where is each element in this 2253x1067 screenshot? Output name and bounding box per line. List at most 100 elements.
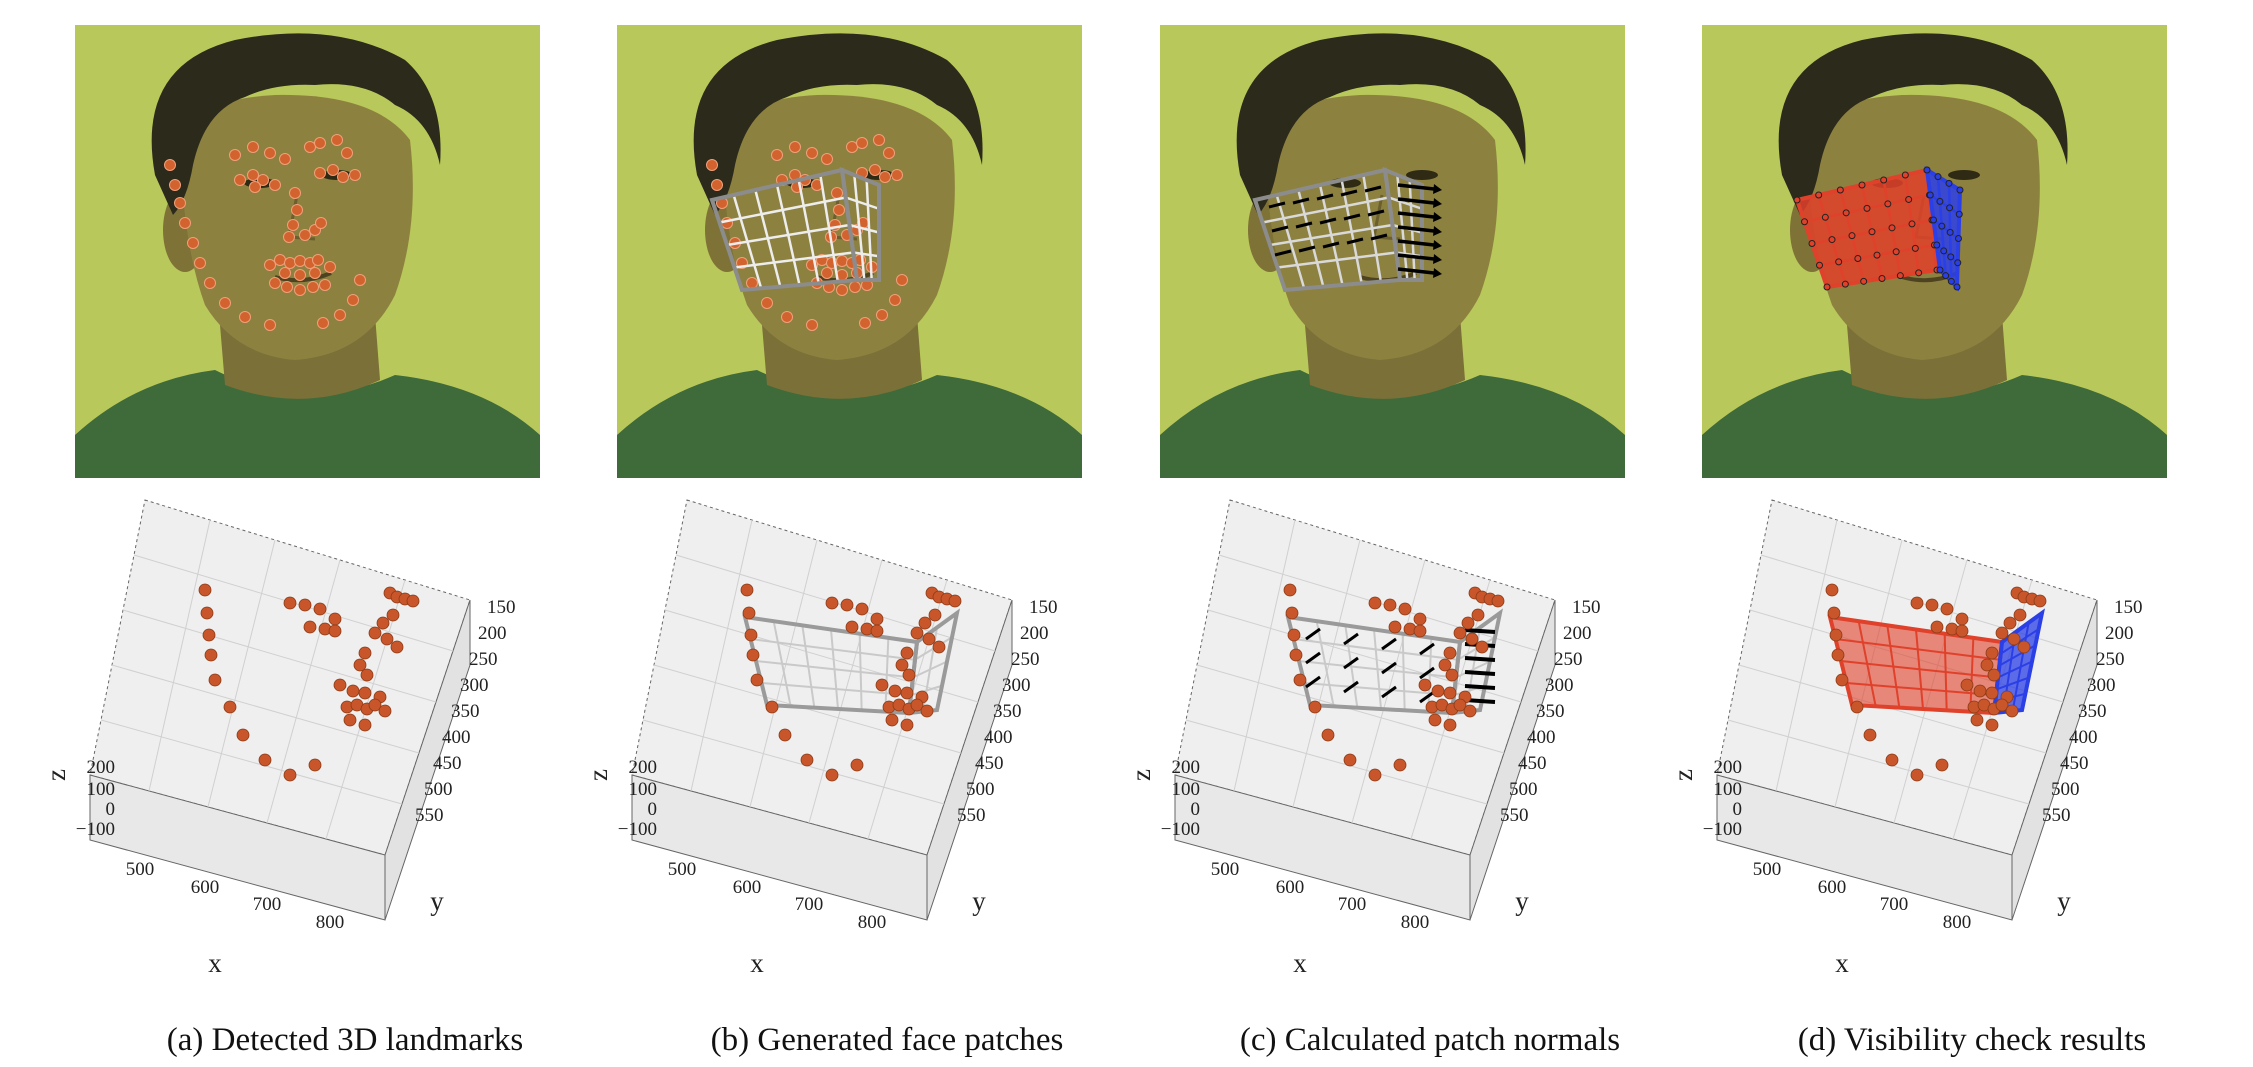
landmark-point: [1413, 612, 1427, 626]
landmark-dot: [274, 254, 286, 266]
caption: (c) Calculated patch normals: [1239, 1022, 1621, 1058]
landmark-point: [765, 700, 779, 714]
z-tick-label: 0: [648, 799, 658, 820]
hair: [1778, 33, 2068, 216]
vertex-dot: [1793, 196, 1801, 204]
grid-line: [1935, 244, 1959, 264]
normal-3d-plot: 200 100 0 −100 500 600 700 800 150 200 250 300 350 40…: [1126, 485, 1700, 1015]
vertex-dot: [1938, 222, 1946, 230]
landmark-point: [1443, 718, 1457, 732]
mesh-line: [912, 660, 948, 679]
landmark-dot: [896, 274, 908, 286]
normal-arrow: [1464, 684, 1496, 690]
visible-patch: [1793, 166, 1941, 291]
normal-arrow: [1397, 183, 1435, 191]
normal-arrow: [1464, 656, 1496, 662]
landmark-dot: [869, 164, 881, 176]
y-tick-label: 200: [478, 623, 507, 644]
panel-a: 200 100 0 −100 500 600 700 800 150 200 250 300 350 40…: [41, 0, 575, 1067]
panel-d: 200 100 0 −100 500 600 700 800 150 200 250 300 350 40…: [1668, 0, 2202, 1067]
grid-line: [148, 519, 211, 792]
vertex-dot: [1863, 204, 1871, 212]
landmark-point: [1443, 686, 1457, 700]
patch-border: [839, 166, 881, 282]
vertex-dot: [1947, 253, 1955, 261]
mesh-line: [1304, 682, 1455, 697]
landmark-dot: [347, 294, 359, 306]
hoodie: [1160, 370, 1625, 478]
y-tick-label: 150: [1029, 597, 1058, 618]
normal-arrow: [1268, 201, 1286, 209]
landmark-dot: [354, 274, 366, 286]
landmark-dot: [269, 277, 281, 289]
landmark-point: [870, 612, 884, 626]
vertex-dot: [1955, 210, 1963, 218]
landmark-point: [358, 718, 372, 732]
normal-arrow: [1343, 656, 1359, 670]
grid-line: [845, 196, 880, 210]
x-tick-label: 700: [253, 894, 282, 915]
landmark-dot: [846, 141, 858, 153]
landmark-point: [900, 646, 914, 660]
landmark-point: [922, 632, 936, 646]
mesh-line: [1835, 638, 2001, 661]
y-tick-label: 150: [2114, 597, 2143, 618]
mesh-line: [910, 684, 943, 697]
vertex-dot: [1930, 216, 1937, 224]
landmark-point: [1465, 632, 1479, 646]
landmark-dot: [264, 147, 276, 159]
z-axis-label: z: [1126, 769, 1156, 781]
landmark-dot: [257, 174, 269, 186]
plot-svg: 2001000−10050060070080015020025030035040…: [41, 499, 516, 978]
landmark-point: [298, 598, 312, 612]
landmark-dot: [204, 277, 216, 289]
landmark-dot: [327, 164, 339, 176]
landmark-point: [744, 628, 758, 642]
landmark-dot: [294, 284, 306, 296]
landmark-point: [928, 608, 942, 622]
landmark-point: [1383, 598, 1397, 612]
vertex-dot: [1821, 213, 1829, 221]
normal-arrowhead: [1433, 198, 1442, 208]
hair: [693, 33, 983, 216]
photo-svg: [617, 25, 1082, 478]
patch-3d-plot: 200 100 0 −100 500 600 700 800 150 200 250 300 350 40…: [583, 485, 1157, 1015]
landmark-point: [1987, 668, 2001, 682]
z-tick-label: −100: [618, 819, 657, 840]
landmark-point: [236, 728, 250, 742]
landmark-dot: [279, 153, 291, 165]
grid-line: [1233, 519, 1296, 792]
y-axis-label: y: [972, 886, 986, 916]
landmark-dot: [836, 284, 848, 296]
vertex-dot: [1892, 248, 1900, 256]
y-tick-label: 400: [2069, 727, 2098, 748]
y-tick-label: 500: [966, 779, 995, 800]
vertex-dot: [1923, 166, 1931, 174]
vertex-dot: [1884, 200, 1892, 208]
landmark-dot: [889, 294, 901, 306]
plot-svg: 2001000−10050060070080015020025030035040…: [1668, 499, 2143, 978]
normal-arrow: [1340, 189, 1358, 197]
grid-line: [1932, 218, 1960, 240]
y-tick-label: 550: [1500, 805, 1529, 826]
landmark-dot: [249, 181, 261, 193]
vertex-dot: [1936, 266, 1944, 274]
landmark-point: [902, 668, 916, 682]
landmark-point: [223, 700, 237, 714]
landmark-point: [778, 728, 792, 742]
landmark-dot: [309, 267, 321, 279]
z-tick-label: 200: [1172, 757, 1201, 778]
landmark-point: [1910, 768, 1924, 782]
z-tick-label: 100: [629, 779, 658, 800]
grid-line: [1929, 193, 1960, 216]
y-tick-label: 350: [2078, 701, 2107, 722]
x-tick-label: 800: [1401, 912, 1430, 933]
landmark-dot: [324, 261, 336, 273]
vertex-dot: [1942, 272, 1950, 280]
landmark-dot: [349, 169, 361, 181]
vertex-dot: [1848, 232, 1856, 240]
landmark-dot: [287, 219, 299, 231]
landmark-point: [918, 616, 932, 630]
vertex-dot: [1854, 255, 1862, 262]
vertex-dot: [1858, 181, 1866, 189]
